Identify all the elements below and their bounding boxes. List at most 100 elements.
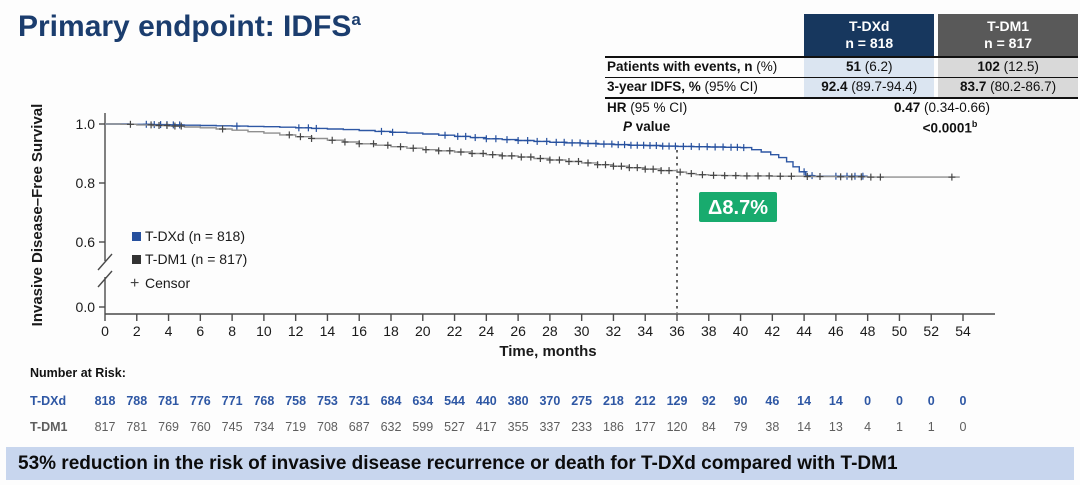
y-tick-label: 0.6	[76, 234, 96, 250]
risk-value: 233	[571, 420, 593, 434]
risk-value: 771	[221, 394, 243, 408]
hr-value: 0.47 (0.34-0.66)	[893, 99, 991, 115]
y-tick-label: 0.0	[76, 299, 96, 315]
risk-value: 769	[158, 420, 179, 434]
x-tick-label: 38	[701, 323, 717, 339]
p-value: <0.0001b	[922, 118, 978, 136]
risk-value: 781	[158, 394, 179, 408]
risk-value: 758	[285, 394, 307, 408]
delta-badge	[699, 192, 777, 222]
x-tick-label: 16	[351, 323, 367, 339]
table-row-3yr-idfs: 3-year IDFS, % (95% CI) 92.4 (89.7-94.4)…	[605, 77, 1078, 99]
risk-value: 46	[765, 394, 780, 408]
risk-value: 355	[507, 420, 529, 434]
risk-value: 370	[539, 394, 561, 408]
events-tdm1: 102 (12.5)	[938, 58, 1078, 77]
risk-value: 781	[126, 420, 148, 434]
risk-value: 745	[221, 420, 243, 434]
risk-value: 1	[927, 420, 935, 434]
table-row-events: Patients with events, n (%) 51 (6.2) 102…	[605, 56, 1078, 78]
legend-label: T-DXd (n = 818)	[145, 228, 245, 244]
km-curve-tdm1	[105, 123, 960, 178]
risk-value: 84	[701, 420, 716, 434]
column-header-tdxd: T-DXd n = 818	[804, 14, 935, 56]
y-axis-break-slash	[97, 270, 113, 288]
risk-value: 527	[444, 420, 465, 434]
risk-value: 14	[797, 394, 812, 408]
events-tdxd: 51 (6.2)	[804, 58, 935, 77]
risk-value: 417	[475, 420, 497, 434]
number-at-risk-heading: Number at Risk:	[30, 366, 126, 380]
risk-value: 79	[733, 420, 748, 434]
x-tick-label: 12	[288, 323, 304, 339]
risk-value: 4	[864, 420, 872, 434]
page-title: Primary endpoint: IDFSa	[18, 10, 361, 43]
risk-value: 684	[380, 394, 402, 408]
risk-value: 719	[285, 420, 307, 434]
risk-row-label-t-dm1: T-DM1	[30, 420, 68, 434]
results-table-header: T-DXd n = 818 T-DM1 n = 817	[605, 14, 1078, 56]
results-table: T-DXd n = 818 T-DM1 n = 817 Patients wit…	[605, 14, 1078, 138]
x-tick-label: 28	[542, 323, 558, 339]
y-tick-label: 0.8	[76, 175, 96, 191]
risk-value: 90	[733, 394, 748, 408]
risk-value: 599	[412, 420, 434, 434]
risk-value: 38	[765, 420, 780, 434]
x-tick-label: 48	[860, 323, 876, 339]
risk-value: 632	[380, 420, 402, 434]
risk-value: 14	[828, 394, 843, 408]
risk-value: 0	[959, 420, 967, 434]
risk-value: 734	[253, 420, 275, 434]
risk-value: 92	[701, 394, 716, 408]
x-tick-label: 8	[228, 323, 236, 339]
y-axis-break-slash	[97, 253, 113, 271]
risk-value: 13	[828, 420, 843, 434]
risk-value: 337	[539, 420, 561, 434]
risk-value: 14	[797, 420, 812, 434]
risk-value: 1	[895, 420, 903, 434]
x-tick-label: 26	[510, 323, 526, 339]
risk-value: 776	[189, 394, 211, 408]
legend-censor-plus-icon: +	[130, 275, 139, 292]
conclusion-banner: 53% reduction in the risk of invasive di…	[6, 447, 1074, 480]
legend-label: T-DM1 (n = 817)	[145, 251, 247, 267]
risk-value: 177	[634, 420, 656, 434]
x-tick-label: 36	[669, 323, 685, 339]
risk-value: 0	[864, 394, 872, 408]
x-tick-label: 52	[923, 323, 939, 339]
risk-value: 768	[253, 394, 275, 408]
x-tick-label: 10	[256, 323, 272, 339]
x-tick-label: 20	[415, 323, 431, 339]
risk-value: 380	[507, 394, 529, 408]
title-footnote-marker: a	[351, 10, 361, 29]
risk-value: 0	[959, 394, 967, 408]
x-axis-title: Time, months	[499, 343, 596, 360]
delta-badge-label: Δ8.7%	[708, 197, 768, 219]
column-header-tdm1: T-DM1 n = 817	[938, 14, 1078, 56]
risk-value: 218	[603, 394, 624, 408]
risk-value: 186	[603, 420, 624, 434]
risk-value: 275	[571, 394, 593, 408]
pvalue-footnote-marker: b	[971, 118, 978, 129]
x-tick-label: 44	[796, 323, 812, 339]
x-tick-label: 30	[574, 323, 590, 339]
risk-value: 440	[475, 394, 497, 408]
risk-value: 731	[348, 394, 370, 408]
x-tick-label: 32	[606, 323, 622, 339]
x-tick-label: 0	[101, 323, 109, 339]
risk-value: 753	[317, 394, 338, 408]
risk-value: 129	[666, 394, 688, 408]
risk-value: 0	[927, 394, 935, 408]
risk-value: 120	[666, 420, 688, 434]
table-row-hr: HR (95 % CI) 0.47 (0.34-0.66)	[605, 99, 1078, 118]
x-tick-label: 14	[320, 323, 336, 339]
x-tick-label: 24	[479, 323, 495, 339]
x-tick-label: 6	[196, 323, 204, 339]
y-axis-title: Invasive Disease–Free Survival	[29, 104, 46, 327]
x-tick-label: 40	[733, 323, 749, 339]
legend-label: Censor	[145, 275, 190, 291]
x-tick-label: 2	[133, 323, 141, 339]
x-tick-label: 42	[765, 323, 781, 339]
risk-value: 212	[634, 394, 656, 408]
idfs-tdm1: 83.7 (80.2-86.7)	[938, 77, 1078, 97]
